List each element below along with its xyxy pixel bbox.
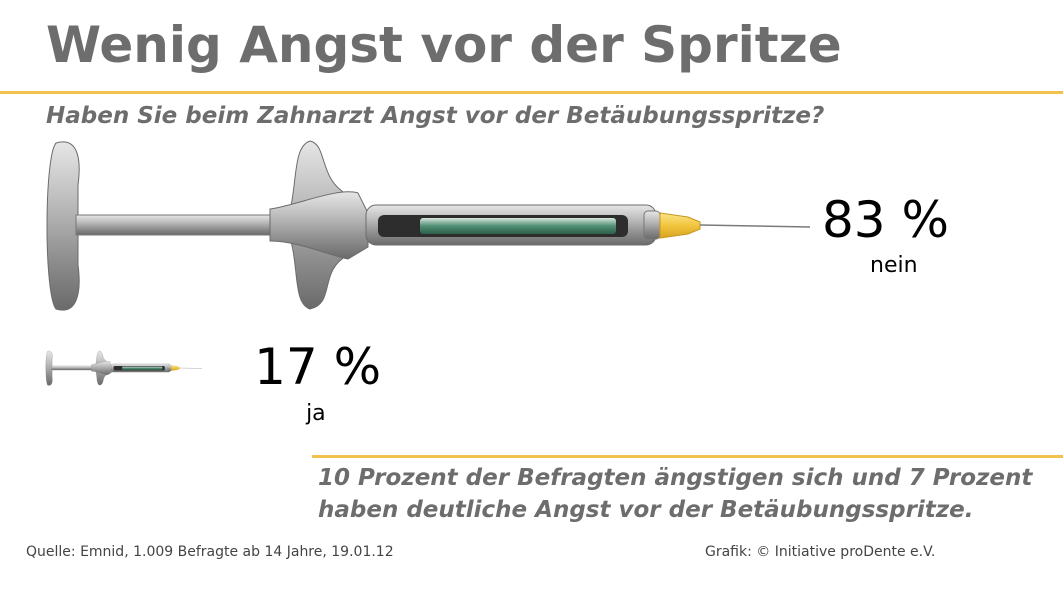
- note-divider: [312, 455, 1063, 458]
- value-label-nein: 83 %: [822, 191, 950, 249]
- chart-title: Wenig Angst vor der Spritze: [46, 16, 842, 74]
- survey-note-line-1: 10 Prozent der Befragten ängstigen sich …: [318, 465, 1033, 491]
- survey-note-line-2: haben deutliche Angst vor der Betäubungs…: [318, 497, 974, 523]
- syringe-mark-ja: [45, 350, 203, 386]
- source-note: Quelle: Emnid, 1.009 Befragte ab 14 Jahr…: [26, 544, 394, 560]
- graphic-credit: Grafik: © Initiative proDente e.V.: [705, 544, 936, 560]
- value-label-ja: 17 %: [254, 338, 382, 396]
- category-label-nein: nein: [870, 253, 918, 278]
- top-divider: [0, 91, 1063, 94]
- category-label-ja: ja: [306, 401, 326, 426]
- syringe-mark-nein: [46, 140, 811, 311]
- survey-question: Haben Sie beim Zahnarzt Angst vor der Be…: [46, 103, 825, 129]
- survey-note: 10 Prozent der Befragten ängstigen sich …: [318, 462, 1032, 526]
